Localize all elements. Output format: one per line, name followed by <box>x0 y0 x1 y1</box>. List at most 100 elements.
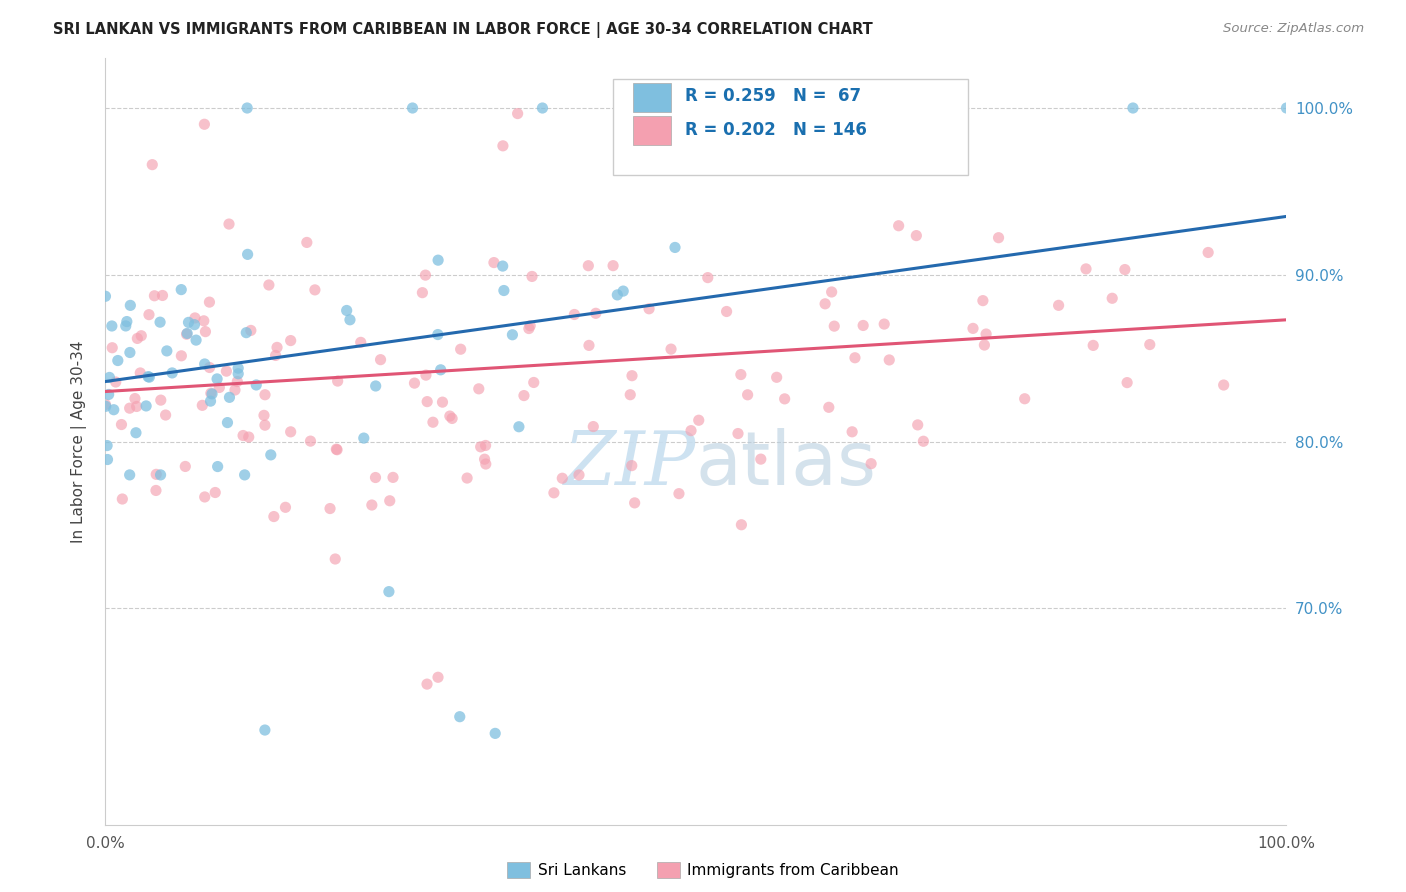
Point <box>564 308 586 322</box>
Point <box>118 401 141 416</box>
Point <box>411 285 433 300</box>
Point <box>176 326 198 341</box>
Point <box>612 284 634 298</box>
Point <box>1122 101 1144 115</box>
Point <box>325 442 347 457</box>
Point <box>129 328 152 343</box>
Point <box>475 457 498 471</box>
Point <box>1197 245 1219 260</box>
Point <box>94 400 117 414</box>
Point <box>887 219 910 233</box>
Point <box>107 353 129 368</box>
Point <box>659 342 682 356</box>
Point <box>174 459 197 474</box>
Point <box>716 304 738 318</box>
Point <box>96 439 118 453</box>
Point <box>350 335 373 350</box>
Point <box>226 375 249 389</box>
Point <box>620 458 643 473</box>
Point <box>253 388 276 402</box>
Point <box>194 325 217 339</box>
Point <box>149 467 172 482</box>
Point <box>378 493 401 508</box>
Point <box>360 498 382 512</box>
Point <box>427 253 450 268</box>
Point <box>184 333 207 347</box>
Point <box>236 101 259 115</box>
Text: Source: ZipAtlas.com: Source: ZipAtlas.com <box>1223 22 1364 36</box>
Point <box>432 395 454 409</box>
Point <box>149 315 172 329</box>
Point <box>852 318 875 333</box>
Point <box>194 357 217 371</box>
Point <box>877 353 900 368</box>
Point <box>501 327 523 342</box>
Point <box>232 428 254 442</box>
Point <box>155 408 177 422</box>
Point <box>378 584 401 599</box>
Point <box>198 360 221 375</box>
Point <box>336 303 359 318</box>
Point <box>404 376 426 391</box>
Point <box>233 467 256 482</box>
Point <box>304 283 326 297</box>
Point <box>619 388 641 402</box>
Text: ZIP: ZIP <box>564 428 696 500</box>
Point <box>101 318 124 333</box>
Point <box>844 351 866 365</box>
Point <box>170 283 193 297</box>
FancyBboxPatch shape <box>633 83 671 112</box>
Point <box>235 326 257 340</box>
Point <box>370 352 392 367</box>
Point <box>513 388 536 402</box>
Point <box>506 106 529 120</box>
Point <box>253 409 276 423</box>
Point <box>218 390 240 404</box>
Point <box>326 374 349 388</box>
Point <box>422 415 444 429</box>
Point <box>688 413 710 427</box>
Point <box>519 318 541 333</box>
Point <box>974 326 997 341</box>
Point <box>935 159 957 173</box>
Point <box>98 370 121 384</box>
Point <box>101 341 124 355</box>
Point <box>193 314 215 328</box>
Point <box>326 442 349 457</box>
Point <box>765 370 787 384</box>
Point <box>1275 101 1298 115</box>
Point <box>184 310 207 325</box>
Point <box>191 398 214 412</box>
Point <box>606 288 628 302</box>
Point <box>226 361 249 376</box>
Point <box>962 321 984 335</box>
Point <box>1139 337 1161 351</box>
Point <box>201 387 224 401</box>
Point <box>96 452 118 467</box>
Point <box>138 308 160 322</box>
Point <box>145 483 167 498</box>
Point <box>841 425 863 439</box>
Point <box>426 327 449 342</box>
Point <box>124 392 146 406</box>
Point <box>873 317 896 331</box>
Point <box>177 315 200 329</box>
Point <box>517 321 540 335</box>
Point <box>129 366 152 380</box>
Text: SRI LANKAN VS IMMIGRANTS FROM CARIBBEAN IN LABOR FORCE | AGE 30-34 CORRELATION C: SRI LANKAN VS IMMIGRANTS FROM CARIBBEAN … <box>53 22 873 38</box>
Point <box>280 425 302 439</box>
Point <box>912 434 935 449</box>
Point <box>364 470 387 484</box>
Point <box>382 470 405 484</box>
Point <box>353 431 375 445</box>
Point <box>456 471 478 485</box>
Point <box>945 101 967 115</box>
Point <box>239 323 262 337</box>
Point <box>319 501 342 516</box>
Point <box>416 677 439 691</box>
Point <box>668 486 690 500</box>
Point <box>474 438 496 452</box>
Point <box>194 490 217 504</box>
Point <box>492 259 515 273</box>
Text: R = 0.202   N = 146: R = 0.202 N = 146 <box>685 121 868 139</box>
